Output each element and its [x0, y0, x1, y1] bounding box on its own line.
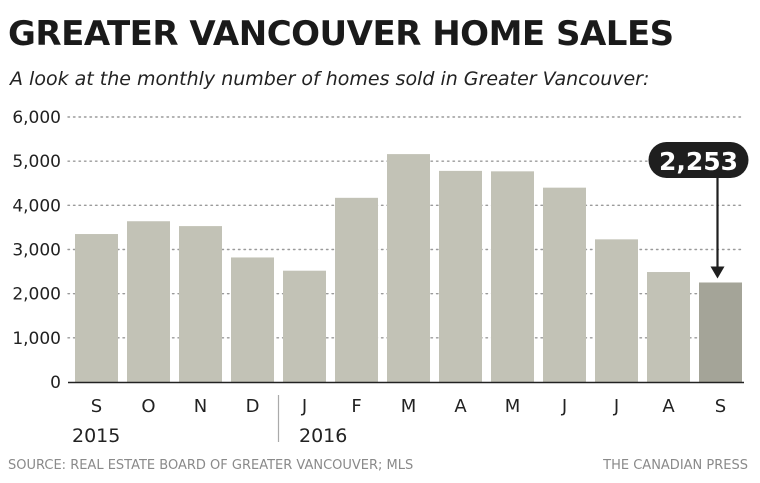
x-tick-label: D — [246, 396, 260, 417]
x-tick-label: N — [194, 396, 207, 417]
x-tick-label: A — [454, 396, 467, 417]
y-tick-label: 0 — [50, 373, 61, 393]
x-tick-label: M — [401, 396, 417, 417]
chart-subtitle: A look at the monthly number of homes so… — [10, 68, 650, 90]
y-tick-label: 3,000 — [12, 241, 61, 261]
bar — [543, 187, 586, 382]
x-tick-label: J — [301, 396, 307, 417]
y-tick-label: 2,000 — [12, 285, 61, 305]
bar — [335, 197, 378, 382]
bar — [699, 282, 742, 382]
bar — [439, 170, 482, 382]
x-tick-label: J — [561, 396, 567, 417]
bar — [283, 270, 326, 382]
y-tick-label: 6,000 — [12, 108, 61, 128]
year-label: 2015 — [72, 425, 120, 447]
bar — [179, 226, 222, 382]
callout-arrowhead — [710, 266, 725, 279]
y-tick-label: 5,000 — [12, 152, 61, 172]
y-tick-label: 4,000 — [12, 196, 61, 216]
callout-label: 2,253 — [659, 147, 738, 176]
bar — [127, 221, 170, 382]
bar — [387, 154, 430, 382]
x-tick-label: F — [351, 396, 361, 417]
bar — [75, 234, 118, 382]
x-tick-label: S — [715, 396, 726, 417]
y-axis-ticks: 0 1,000 2,000 3,000 4,000 5,000 6,000 — [12, 108, 61, 393]
x-tick-label: S — [91, 396, 102, 417]
year-labels: 2015 2016 — [72, 395, 347, 447]
credit-note: THE CANADIAN PRESS — [603, 458, 748, 473]
chart-title: GREATER VANCOUVER HOME SALES — [8, 14, 674, 54]
x-tick-label: M — [505, 396, 521, 417]
year-label: 2016 — [299, 425, 347, 447]
x-tick-label: J — [613, 396, 619, 417]
x-tick-label: O — [141, 396, 155, 417]
value-callout: 2,253 — [648, 142, 749, 279]
x-tick-label: A — [662, 396, 675, 417]
source-note: SOURCE: REAL ESTATE BOARD OF GREATER VAN… — [8, 458, 414, 473]
bars — [75, 154, 742, 382]
bar — [231, 257, 274, 382]
bar — [647, 272, 690, 382]
bar — [595, 239, 638, 382]
bar — [491, 171, 534, 382]
callout-bubble — [648, 142, 749, 178]
y-tick-label: 1,000 — [12, 329, 61, 349]
